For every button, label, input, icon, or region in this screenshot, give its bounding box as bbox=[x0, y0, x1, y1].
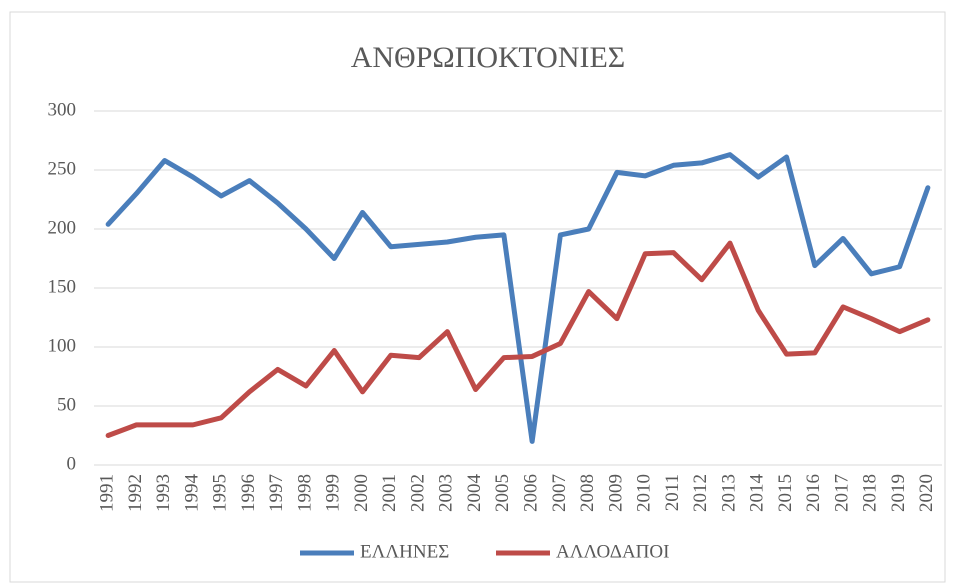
x-tick-label: 2004 bbox=[464, 473, 485, 512]
x-tick-label: 2014 bbox=[747, 474, 768, 513]
chart-frame bbox=[9, 11, 946, 583]
x-tick-label: 2012 bbox=[690, 474, 711, 512]
y-tick-label: 300 bbox=[48, 99, 77, 120]
x-tick-label: 1991 bbox=[96, 474, 117, 512]
x-tick-label: 2020 bbox=[916, 474, 937, 512]
x-tick-label: 2015 bbox=[775, 474, 796, 512]
x-tick-label: 2000 bbox=[351, 474, 372, 512]
legend-label: ΕΛΛΗΝΕΣ bbox=[360, 541, 449, 562]
x-tick-label: 2016 bbox=[803, 474, 824, 512]
x-tick-label: 2008 bbox=[577, 474, 598, 512]
x-tick-label: 2006 bbox=[520, 474, 541, 512]
x-tick-label: 1994 bbox=[181, 474, 202, 513]
data-line bbox=[105, 240, 931, 438]
y-tick-label: 0 bbox=[67, 453, 77, 474]
x-tick-label: 1992 bbox=[125, 474, 146, 512]
x-tick-label: 2001 bbox=[379, 474, 400, 512]
x-tick-label: 2010 bbox=[634, 474, 655, 512]
x-tick-label: 1999 bbox=[323, 474, 344, 512]
x-tick-label: 2002 bbox=[407, 474, 428, 512]
x-tick-label: 2003 bbox=[436, 474, 457, 512]
x-tick-label: 1997 bbox=[266, 474, 287, 512]
y-tick-label: 150 bbox=[48, 276, 77, 297]
x-tick-label: 2009 bbox=[605, 474, 626, 512]
y-tick-label: 50 bbox=[57, 394, 76, 415]
legend-label: ΑΛΛΟΔΑΠΟΙ bbox=[556, 541, 669, 562]
x-tick-label: 2005 bbox=[492, 474, 513, 512]
x-tick-label: 1998 bbox=[294, 474, 315, 512]
chart-title: ΑΝΘΡΩΠΟΚΤΟΝΙΕΣ bbox=[351, 41, 626, 74]
x-tick-label: 2018 bbox=[860, 474, 881, 512]
x-tick-label: 1995 bbox=[210, 474, 231, 512]
y-tick-label: 250 bbox=[48, 158, 77, 179]
x-tick-label: 2017 bbox=[831, 474, 852, 512]
x-tick-label: 2019 bbox=[888, 474, 909, 512]
data-line bbox=[105, 152, 931, 444]
y-tick-label: 200 bbox=[48, 217, 77, 238]
x-tick-label: 1996 bbox=[238, 474, 259, 512]
x-tick-label: 2007 bbox=[549, 474, 570, 512]
y-tick-label: 100 bbox=[48, 335, 77, 356]
x-tick-label: 2013 bbox=[718, 474, 739, 512]
x-tick-label: 2011 bbox=[662, 474, 683, 511]
x-tick-label: 1993 bbox=[153, 474, 174, 512]
